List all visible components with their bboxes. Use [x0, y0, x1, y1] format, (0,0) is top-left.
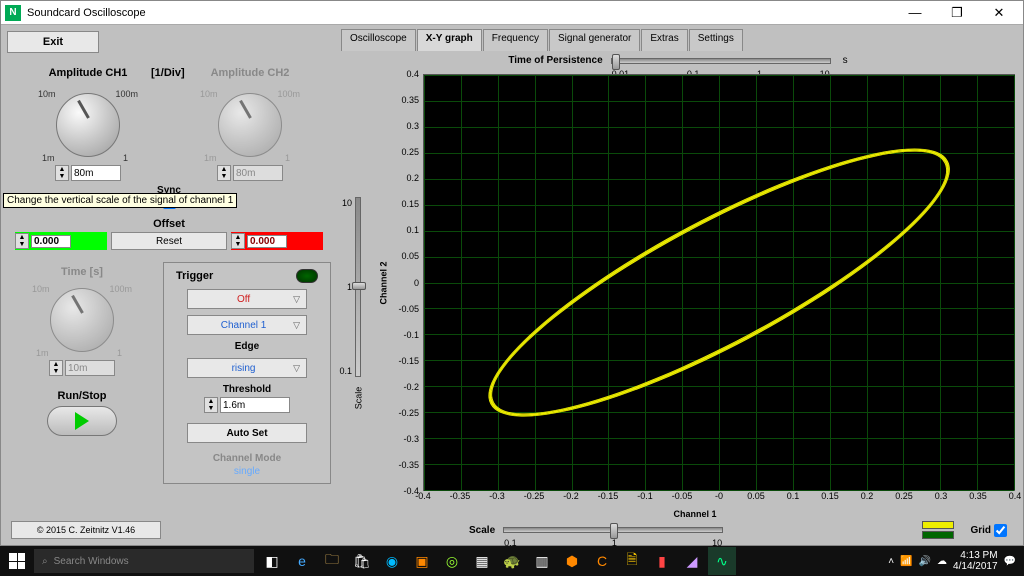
- x-scale-label: Scale: [469, 525, 495, 536]
- copyright-button[interactable]: © 2015 C. Zeitnitz V1.46: [11, 521, 161, 539]
- amp-ch1-spinner[interactable]: ▲▼: [55, 165, 69, 181]
- onedrive-icon[interactable]: ☁: [937, 556, 947, 567]
- offset-label: Offset: [15, 218, 323, 230]
- time-label: Time [s]: [11, 266, 153, 278]
- taskbar-clock[interactable]: 4:13 PM 4/14/2017: [953, 550, 998, 572]
- xy-plot[interactable]: [423, 74, 1015, 491]
- amp-ch2-label: Amplitude CH2: [177, 67, 323, 79]
- app-icon-4[interactable]: ▦: [468, 547, 496, 575]
- app-icon-6[interactable]: ▥: [528, 547, 556, 575]
- notifications-icon[interactable]: 💬: [1004, 556, 1016, 567]
- app-icon: N: [5, 5, 21, 21]
- threshold-spinner[interactable]: ▲▼: [204, 397, 218, 413]
- network-icon[interactable]: 📶: [900, 556, 912, 567]
- legend-ch1-swatch: [922, 521, 954, 529]
- start-button[interactable]: [0, 546, 34, 576]
- amp-ch1-input[interactable]: [71, 165, 121, 181]
- left-panel: Exit Amplitude CH1 10m 100m 1m 1 ▲▼: [1, 25, 337, 545]
- app-icon-8[interactable]: C: [588, 547, 616, 575]
- tab-extras[interactable]: Extras: [641, 29, 687, 51]
- tab-oscilloscope[interactable]: Oscilloscope: [341, 29, 416, 51]
- trigger-led-icon: [296, 269, 318, 283]
- tooltip: Change the vertical scale of the signal …: [3, 193, 237, 208]
- taskbar[interactable]: ⌕ Search Windows ◧ e 🗀 🛍 ◉ ▣ ◎ ▦ 🐢 ▥ ⬢ C…: [0, 546, 1024, 576]
- windows-icon: [9, 553, 25, 569]
- taskview-icon[interactable]: ◧: [258, 547, 286, 575]
- tabs: OscilloscopeX-Y graphFrequencySignal gen…: [341, 29, 1015, 51]
- volume-icon[interactable]: 🔊: [919, 556, 931, 567]
- x-scale-thumb[interactable]: [610, 523, 618, 539]
- app-window: N Soundcard Oscilloscope — ❐ ✕ Exit Ampl…: [0, 0, 1024, 546]
- grid-label: Grid: [970, 525, 991, 536]
- ch2-axis-label: Channel 2: [378, 261, 388, 304]
- threshold-label: Threshold: [170, 384, 324, 395]
- amp-ch2-knob: [218, 93, 282, 157]
- store-icon[interactable]: 🛍: [348, 547, 376, 575]
- amp-ch2-input: [233, 165, 283, 181]
- app-icon-9[interactable]: 🗎: [618, 547, 646, 575]
- amp-ch2-spinner: ▲▼: [217, 165, 231, 181]
- exit-button[interactable]: Exit: [7, 31, 99, 53]
- trigger-title: Trigger: [176, 270, 213, 282]
- taskbar-search[interactable]: ⌕ Search Windows: [34, 549, 254, 573]
- app-icon-3[interactable]: ◎: [438, 547, 466, 575]
- offset-reset-button[interactable]: Reset: [111, 232, 227, 250]
- play-icon: [75, 412, 89, 430]
- trigger-channel-button[interactable]: Channel 1▽: [187, 315, 307, 335]
- y-scale-slider[interactable]: 1010.1: [355, 197, 361, 377]
- tab-signal-generator[interactable]: Signal generator: [549, 29, 640, 51]
- tray-chevron-icon[interactable]: ˄: [888, 556, 894, 567]
- x-scale-slider[interactable]: 0.1110: [503, 527, 723, 533]
- channel-mode-value: single: [170, 466, 324, 477]
- app-icon-2[interactable]: ▣: [408, 547, 436, 575]
- ch1-axis-label: Channel 1: [375, 509, 1015, 519]
- taskbar-apps: ◧ e 🗀 🛍 ◉ ▣ ◎ ▦ 🐢 ▥ ⬢ C 🗎 ▮ ◢ ∿: [258, 547, 736, 575]
- app-icon-10[interactable]: ▮: [648, 547, 676, 575]
- app-icon-7[interactable]: ⬢: [558, 547, 586, 575]
- right-panel: OscilloscopeX-Y graphFrequencySignal gen…: [337, 25, 1023, 545]
- maximize-button[interactable]: ❐: [943, 4, 971, 22]
- app-icon-5[interactable]: 🐢: [498, 547, 526, 575]
- time-input: [65, 360, 115, 376]
- titlebar[interactable]: N Soundcard Oscilloscope — ❐ ✕: [1, 1, 1023, 25]
- system-tray[interactable]: ˄ 📶 🔊 ☁ 4:13 PM 4/14/2017 💬: [888, 550, 1024, 572]
- channel-mode-label: Channel Mode: [170, 453, 324, 464]
- legend-ch2-swatch: [922, 531, 954, 539]
- amp-ch1-label: Amplitude CH1: [15, 67, 161, 79]
- window-title: Soundcard Oscilloscope: [27, 7, 901, 19]
- persistence-thumb[interactable]: [612, 54, 620, 70]
- explorer-icon[interactable]: 🗀: [318, 547, 346, 575]
- offset-ch2[interactable]: ▲▼ 0.000: [231, 232, 323, 250]
- persistence-slider[interactable]: 0.010.1110: [611, 58, 831, 64]
- y-scale-label: Scale: [353, 386, 363, 409]
- oscilloscope-task-icon[interactable]: ∿: [708, 547, 736, 575]
- edge-label: Edge: [170, 341, 324, 352]
- search-icon: ⌕: [42, 556, 48, 567]
- persistence-label: Time of Persistence: [508, 55, 602, 66]
- autoset-button[interactable]: Auto Set: [187, 423, 307, 443]
- y-scale-thumb[interactable]: [352, 282, 366, 290]
- amp-ch1-knob[interactable]: [56, 93, 120, 157]
- minimize-button[interactable]: —: [901, 4, 929, 22]
- close-button[interactable]: ✕: [985, 4, 1013, 22]
- app-icon-1[interactable]: ◉: [378, 547, 406, 575]
- threshold-input[interactable]: [220, 397, 290, 413]
- tab-x-y-graph[interactable]: X-Y graph: [417, 29, 482, 51]
- trigger-edge-button[interactable]: rising▽: [187, 358, 307, 378]
- trigger-panel: Trigger Off▽ Channel 1▽ Edge rising▽ Thr…: [163, 262, 331, 484]
- run-stop-button[interactable]: [47, 406, 117, 436]
- trigger-mode-button[interactable]: Off▽: [187, 289, 307, 309]
- run-stop-label: Run/Stop: [11, 390, 153, 402]
- offset-ch1[interactable]: ▲▼ 0.000: [15, 232, 107, 250]
- app-icon-11[interactable]: ◢: [678, 547, 706, 575]
- edge-icon[interactable]: e: [288, 547, 316, 575]
- tab-settings[interactable]: Settings: [689, 29, 743, 51]
- time-knob: [50, 288, 114, 352]
- grid-checkbox[interactable]: [994, 524, 1007, 537]
- tab-frequency[interactable]: Frequency: [483, 29, 548, 51]
- legend: [922, 521, 954, 539]
